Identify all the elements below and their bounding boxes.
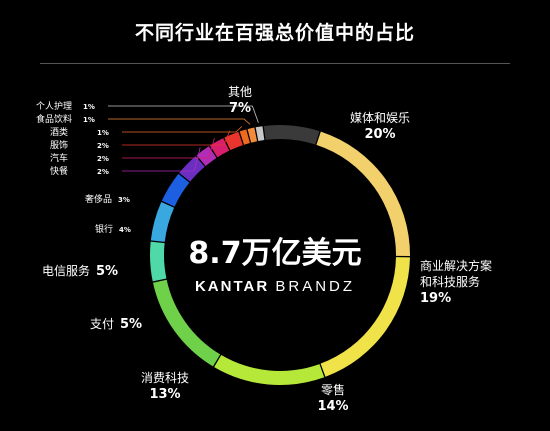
slice-label: 商业解决方案 (420, 258, 492, 273)
leader-line (108, 105, 259, 123)
slice-label: 电信服务 (42, 263, 90, 278)
leader-line (122, 147, 201, 172)
donut-slice (150, 201, 175, 242)
slice-percent: 2% (97, 142, 109, 150)
slice-label: 银行 (95, 223, 113, 235)
leader-line (122, 130, 231, 146)
donut-slice (316, 131, 411, 256)
slice-label: 消费科技 (141, 371, 189, 385)
donut-slice (196, 146, 217, 166)
slice-percent: 4% (119, 226, 131, 234)
donut-slice (247, 127, 258, 143)
donut-slice (224, 131, 243, 151)
slice-label: 和科技服务 (420, 274, 480, 289)
title-divider (40, 63, 510, 64)
slice-percent: 19% (420, 291, 451, 306)
slice-label: 服饰 (50, 139, 68, 151)
donut-slice (263, 125, 320, 145)
donut-slice (149, 241, 167, 282)
slice-percent: 2% (97, 168, 109, 176)
leader-line (122, 126, 243, 133)
slice-label: 汽车 (50, 152, 68, 164)
donut-slice (161, 173, 190, 207)
slice-percent: 1% (83, 116, 95, 124)
donut-slice (239, 129, 250, 145)
chart-title: 不同行业在百强总价值中的占比 (134, 22, 415, 44)
slice-label: 零售 (321, 382, 345, 397)
slice-percent: 5% (120, 317, 142, 332)
slice-label: 媒体和娱乐 (350, 111, 410, 125)
slice-percent: 2% (97, 155, 109, 163)
brand-brandz: BRANDZ (275, 278, 356, 295)
slice-label: 食品饮料 (36, 113, 72, 125)
slice-label: 其他 (228, 85, 252, 99)
donut-slice (320, 257, 410, 377)
slice-percent: 3% (118, 196, 130, 204)
brand-logo: KANTAR BRANDZ (175, 278, 375, 295)
donut-slice (152, 279, 221, 367)
slice-label: 奢侈品 (85, 193, 112, 205)
slice-label: 支付 (90, 317, 114, 331)
slice-label: 酒类 (50, 126, 68, 138)
donut-slice (179, 156, 205, 182)
brand-kantar: KANTAR (194, 278, 270, 295)
donut-slice (255, 126, 265, 142)
slice-percent: 13% (149, 387, 180, 402)
slice-percent: 5% (96, 264, 118, 279)
slice-percent: 7% (229, 101, 251, 116)
slice-percent: 1% (97, 129, 109, 137)
slice-label: 个人护理 (36, 100, 72, 112)
donut-slice (214, 355, 325, 385)
slice-percent: 14% (317, 399, 348, 414)
leader-line (108, 118, 251, 125)
center-total-value: 8.7万亿美元 (188, 236, 362, 271)
slice-percent: 20% (364, 127, 395, 142)
slice-percent: 1% (83, 103, 95, 111)
slice-label: 快餐 (50, 165, 68, 177)
